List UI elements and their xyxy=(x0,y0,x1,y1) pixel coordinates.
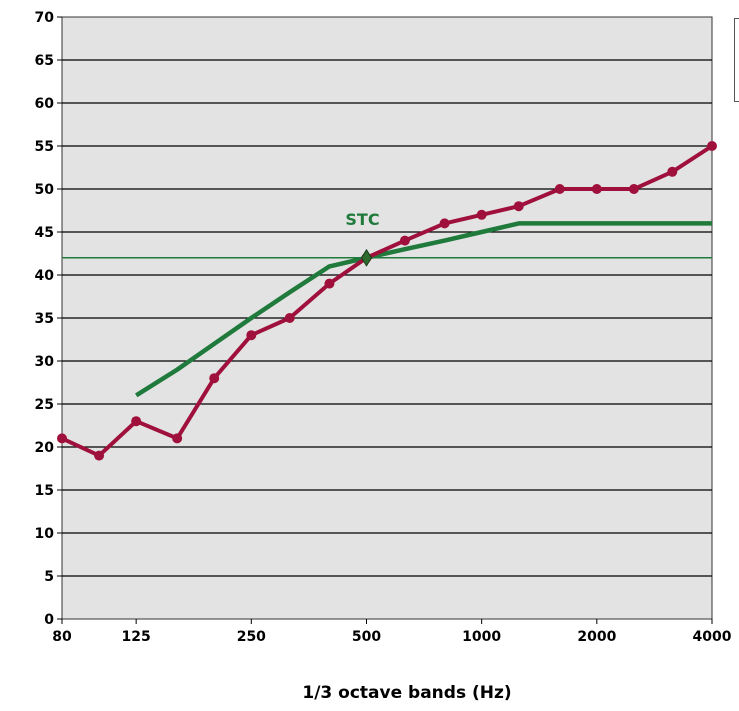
stc-point-marker xyxy=(360,248,373,267)
y-tick-label: 70 xyxy=(35,10,55,26)
y-tick-label: 55 xyxy=(35,139,54,155)
y-tick-label: 30 xyxy=(35,354,55,370)
measured-point xyxy=(707,141,717,151)
measured-point xyxy=(324,278,335,289)
x-axis-label: 1/3 octave bands (Hz) xyxy=(302,683,511,703)
y-tick-label: 60 xyxy=(35,96,55,112)
x-tick-label: 125 xyxy=(122,629,151,645)
measured-point xyxy=(628,184,639,194)
measured-point xyxy=(399,235,410,246)
x-tick-label: 500 xyxy=(352,629,381,645)
y-tick-label: 20 xyxy=(35,440,55,456)
x-tick-label: 4000 xyxy=(693,629,732,645)
legend-box xyxy=(734,18,739,102)
x-tick-label: 250 xyxy=(237,629,266,645)
stc-annotation: STC xyxy=(345,210,379,229)
grid-lines xyxy=(62,59,712,577)
series-layer: STC xyxy=(57,141,717,461)
y-tick-label: 0 xyxy=(44,612,54,628)
x-tick-label: 2000 xyxy=(577,629,616,645)
y-tick-label: 65 xyxy=(35,53,54,69)
x-tick-label: 80 xyxy=(52,629,72,645)
measured-point xyxy=(554,184,565,194)
measured-point xyxy=(131,416,142,427)
y-tick-label: 15 xyxy=(35,483,54,499)
measured-point xyxy=(284,313,295,323)
series-measured-line xyxy=(61,144,714,458)
series-stc-contour-line xyxy=(135,221,712,398)
measured-point xyxy=(476,209,487,220)
y-tick-label: 45 xyxy=(35,225,54,241)
y-tick-label: 50 xyxy=(35,182,55,198)
measured-point xyxy=(246,330,257,341)
y-tick-label: 35 xyxy=(35,311,54,327)
measured-point xyxy=(57,433,67,444)
y-tick-label: 10 xyxy=(35,526,55,542)
measured-point xyxy=(172,433,183,444)
y-tick-label: 25 xyxy=(35,397,54,413)
measured-point xyxy=(439,218,450,229)
measured-point xyxy=(591,184,602,194)
measured-point xyxy=(513,201,524,212)
y-axis: 0 5 10 15 20 25 30 35 40 45 50 55 60 65 70 xyxy=(35,10,62,628)
y-tick-label: 40 xyxy=(35,268,55,284)
measured-point xyxy=(209,373,220,384)
measured-point xyxy=(94,450,105,461)
x-axis: 80 125 250 500 1000 2000 4000 xyxy=(52,619,732,645)
measured-point xyxy=(667,166,678,177)
y-tick-label: 5 xyxy=(44,569,54,585)
x-tick-label: 1000 xyxy=(462,629,501,645)
